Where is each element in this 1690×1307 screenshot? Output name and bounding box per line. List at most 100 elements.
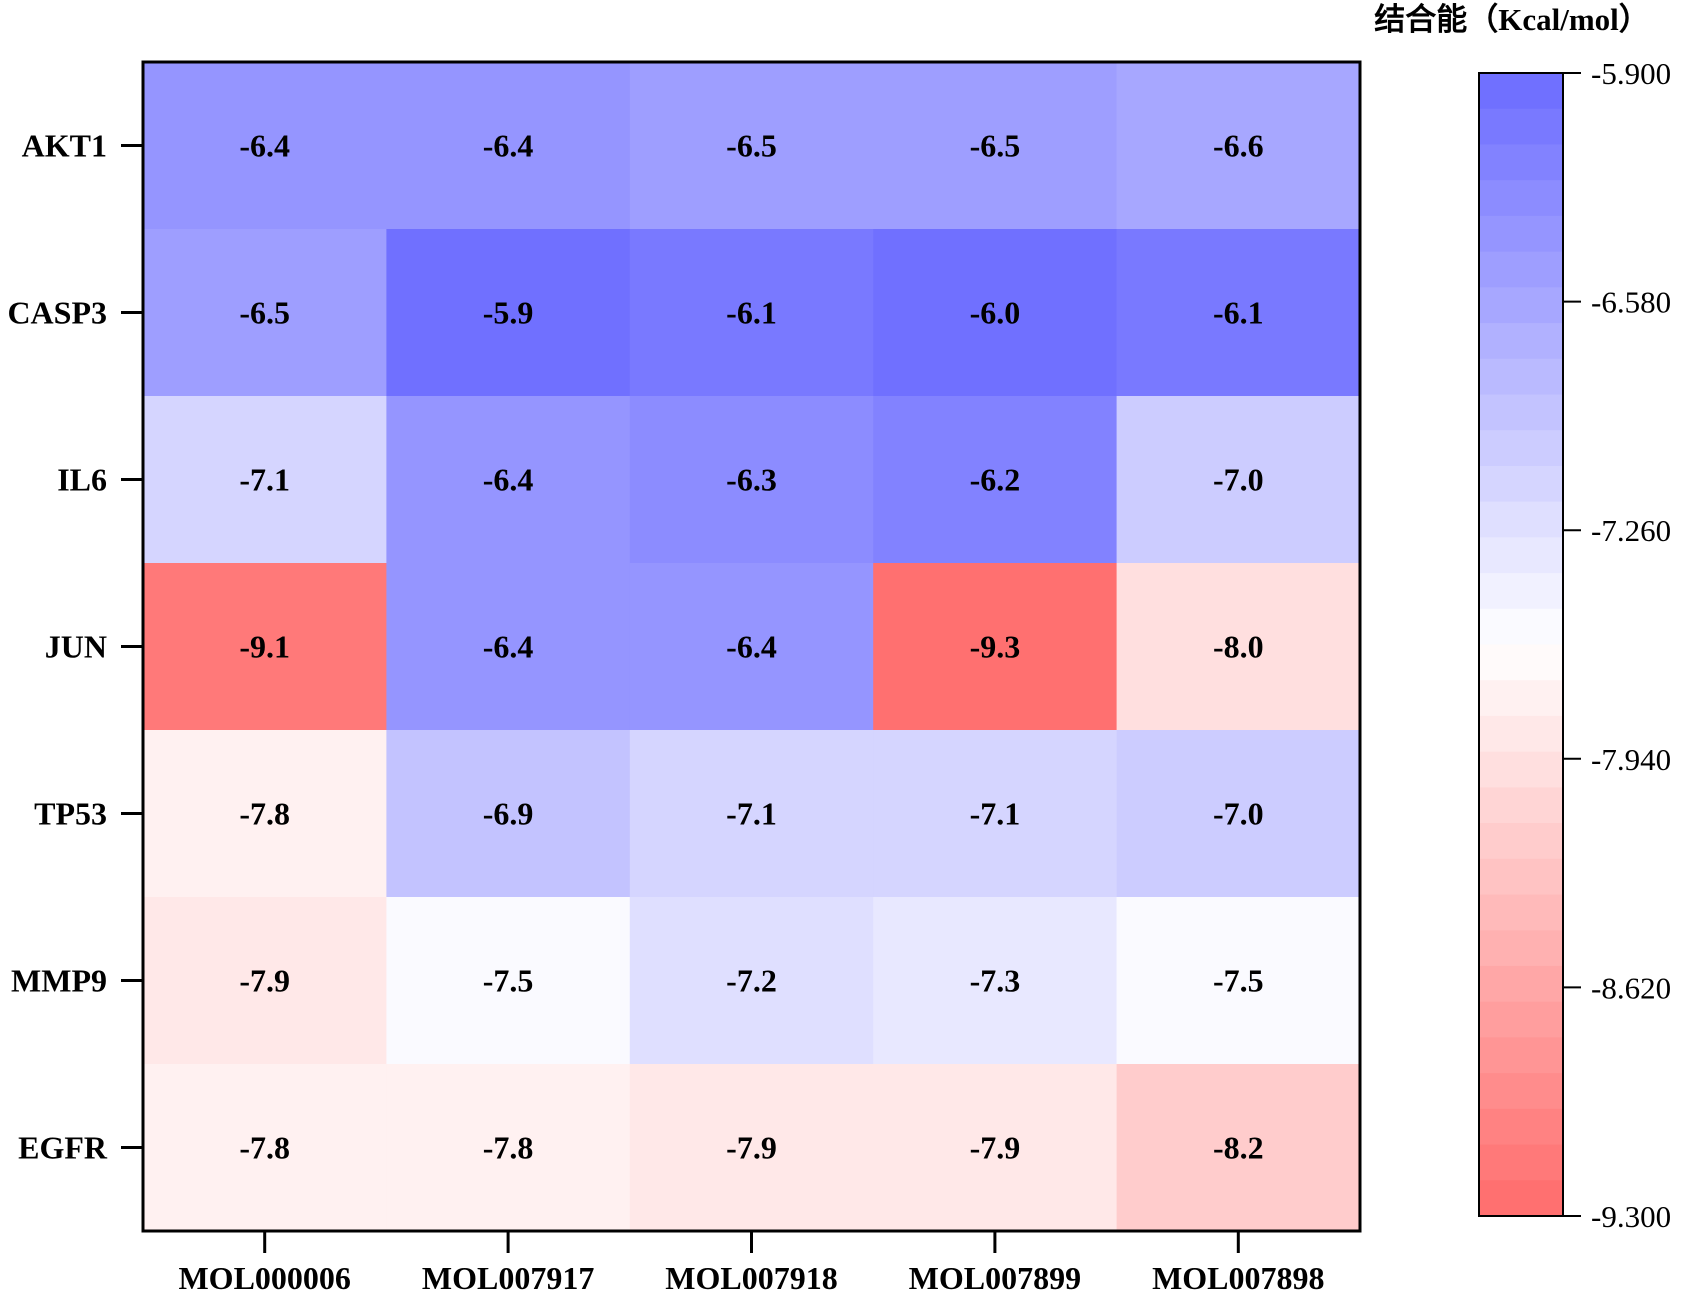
colorbar-tick-label: -7.940	[1591, 742, 1671, 777]
cell-value-label: -6.4	[726, 629, 777, 665]
colorbar-step	[1479, 680, 1563, 717]
heatmap-cell	[143, 730, 387, 898]
colorbar-step	[1479, 751, 1563, 788]
cell-value-label: -6.6	[1213, 128, 1264, 164]
colorbar: -5.900 -6.580 -7.260 -7.940 -8.620 -9.300 结合能…	[1374, 2, 1671, 1234]
row-label: IL6	[57, 462, 107, 498]
row-label: AKT1	[22, 128, 107, 164]
column-label: MOL007918	[665, 1260, 837, 1296]
heatmap-cell	[143, 1064, 387, 1232]
cell-value-label: -6.1	[1213, 295, 1264, 331]
colorbar-step	[1479, 215, 1563, 253]
cell-value-label: -8.0	[1213, 629, 1264, 665]
heatmap-cell	[386, 396, 631, 564]
cell-value-label: -7.1	[970, 796, 1021, 832]
colorbar-step	[1479, 1073, 1563, 1110]
cell-value-label: -7.8	[239, 796, 290, 832]
colorbar-tick-label: -5.900	[1591, 56, 1671, 91]
column-label: MOL000006	[178, 1260, 350, 1296]
heatmap-cell	[629, 62, 874, 230]
colorbar-step	[1479, 394, 1563, 431]
colorbar-step	[1479, 1037, 1563, 1074]
cell-value-label: -6.4	[483, 629, 534, 665]
row-label: CASP3	[7, 295, 107, 331]
cell-value-label: -6.4	[483, 462, 534, 498]
cell-value-label: -6.5	[726, 128, 777, 164]
colorbar-step	[1479, 715, 1563, 753]
heatmap-cell	[629, 1064, 874, 1232]
cell-value-label: -7.2	[726, 963, 777, 999]
heatmap-cell	[143, 229, 387, 397]
heatmap-cell	[143, 563, 387, 731]
heatmap-cell	[873, 730, 1118, 898]
heatmap-cell	[386, 229, 631, 397]
heatmap-cell	[629, 730, 874, 898]
row-label: EGFR	[18, 1130, 108, 1166]
heatmap-cell	[873, 62, 1118, 230]
heatmap-cell	[1116, 897, 1361, 1065]
colorbar-title: 结合能（Kcal/mol）	[1374, 2, 1650, 37]
colorbar-step	[1479, 73, 1563, 110]
cell-value-label: -8.2	[1213, 1130, 1264, 1166]
heatmap-cell	[629, 396, 874, 564]
heatmap-cell	[873, 396, 1118, 564]
heatmap-cells: -6.4 -6.4 -6.5 -6.5 -6.6 -6.5 -5.9 -6.1 -6.0 -6.1…	[143, 62, 1361, 1232]
colorbar-step	[1479, 430, 1563, 467]
heatmap-cell	[386, 730, 631, 898]
cell-value-label: -6.3	[726, 462, 777, 498]
column-label: MOL007899	[909, 1260, 1081, 1296]
heatmap-cell	[629, 229, 874, 397]
heatmap-cell	[386, 1064, 631, 1232]
column-label: MOL007917	[422, 1260, 594, 1296]
colorbar-step	[1479, 894, 1563, 931]
heatmap-cell	[386, 563, 631, 731]
cell-value-label: -6.5	[970, 128, 1021, 164]
heatmap-cell	[1116, 563, 1361, 731]
cell-value-label: -5.9	[483, 295, 534, 331]
cell-value-label: -7.8	[483, 1130, 534, 1166]
cell-value-label: -9.3	[970, 629, 1021, 665]
cell-value-label: -7.3	[970, 963, 1021, 999]
heatmap-cell	[1116, 396, 1361, 564]
heatmap-cell	[873, 563, 1118, 731]
cell-value-label: -7.1	[726, 796, 777, 832]
cell-value-label: -6.5	[239, 295, 290, 331]
cell-value-label: -7.0	[1213, 462, 1264, 498]
row-label: JUN	[45, 629, 107, 665]
heatmap-cell	[1116, 730, 1361, 898]
colorbar-tick-label: -9.300	[1591, 1199, 1671, 1234]
heatmap-cell	[873, 229, 1118, 397]
cell-value-label: -6.1	[726, 295, 777, 331]
colorbar-step	[1479, 108, 1563, 146]
cell-value-label: -9.1	[239, 629, 290, 665]
colorbar-tick-label: -6.580	[1591, 285, 1671, 320]
colorbar-step	[1479, 1180, 1563, 1217]
heatmap-cell	[873, 1064, 1118, 1232]
cell-value-label: -7.9	[726, 1130, 777, 1166]
colorbar-step	[1479, 1108, 1563, 1146]
column-label: MOL007898	[1152, 1260, 1324, 1296]
colorbar-step	[1479, 1144, 1563, 1181]
colorbar-step	[1479, 858, 1563, 896]
cell-value-label: -6.0	[970, 295, 1021, 331]
colorbar-tick-label: -8.620	[1591, 970, 1671, 1005]
column-axis: MOL000006 MOL007917 MOL007918 MOL007899 MOL0…	[178, 1231, 1325, 1296]
cell-value-label: -7.5	[483, 963, 534, 999]
colorbar-step	[1479, 144, 1563, 181]
heatmap-cell	[143, 62, 387, 230]
heatmap-cell	[873, 897, 1118, 1065]
colorbar-frame	[1478, 72, 1564, 1217]
cell-value-label: -6.2	[970, 462, 1021, 498]
colorbar-step	[1479, 965, 1563, 1003]
cell-value-label: -7.0	[1213, 796, 1264, 832]
colorbar-step	[1479, 287, 1563, 324]
cell-value-label: -7.1	[239, 462, 290, 498]
heatmap-cell	[1116, 62, 1361, 230]
colorbar-step	[1479, 823, 1563, 860]
colorbar-ticks: -5.900 -6.580 -7.260 -7.940 -8.620 -9.300	[1563, 56, 1671, 1234]
colorbar-step	[1479, 501, 1563, 538]
colorbar-step	[1479, 465, 1563, 503]
colorbar-step	[1479, 537, 1563, 574]
cell-value-label: -7.8	[239, 1130, 290, 1166]
